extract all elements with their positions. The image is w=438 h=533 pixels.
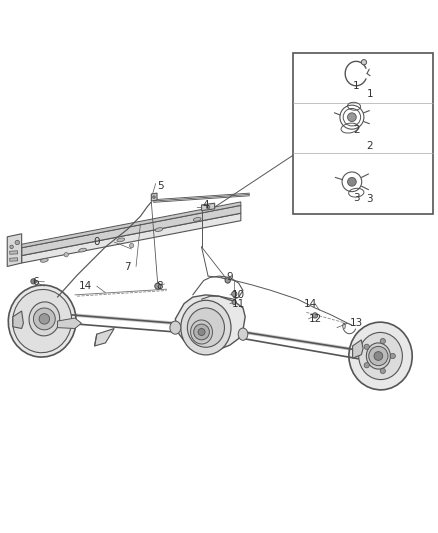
Text: 3: 3 [366, 194, 373, 204]
Circle shape [364, 362, 369, 368]
Circle shape [312, 313, 318, 318]
Circle shape [198, 328, 205, 335]
Circle shape [232, 300, 237, 304]
Circle shape [380, 368, 385, 374]
Circle shape [10, 245, 13, 248]
Ellipse shape [117, 238, 125, 242]
Text: 10: 10 [232, 290, 245, 300]
Text: 2: 2 [353, 125, 360, 135]
Text: 12: 12 [308, 314, 321, 324]
Text: 4: 4 [203, 200, 209, 211]
Circle shape [369, 346, 388, 366]
Ellipse shape [359, 333, 403, 379]
Ellipse shape [155, 228, 163, 231]
Ellipse shape [187, 308, 224, 348]
Text: 1: 1 [366, 89, 373, 99]
Circle shape [33, 308, 55, 330]
Text: 1: 1 [353, 82, 360, 92]
Text: 5: 5 [157, 181, 163, 191]
Text: 13: 13 [350, 318, 363, 328]
Text: 11: 11 [232, 298, 245, 309]
Ellipse shape [349, 322, 412, 390]
Circle shape [15, 240, 19, 245]
Circle shape [232, 292, 237, 297]
Polygon shape [95, 328, 114, 346]
Polygon shape [21, 205, 241, 256]
Ellipse shape [238, 328, 248, 340]
Circle shape [206, 205, 210, 209]
Circle shape [364, 344, 369, 350]
Circle shape [130, 244, 134, 248]
Text: 14: 14 [79, 281, 92, 291]
Ellipse shape [40, 259, 48, 262]
Circle shape [374, 352, 383, 360]
Polygon shape [57, 318, 81, 328]
Text: 6: 6 [32, 277, 39, 287]
Bar [293, 53, 433, 214]
Ellipse shape [366, 343, 390, 369]
Polygon shape [175, 295, 245, 350]
Circle shape [152, 196, 155, 198]
Ellipse shape [193, 217, 201, 221]
Circle shape [31, 279, 36, 284]
Circle shape [347, 113, 356, 122]
Text: 7: 7 [124, 262, 131, 271]
Circle shape [64, 253, 68, 257]
Ellipse shape [8, 285, 76, 357]
Polygon shape [21, 213, 241, 263]
Polygon shape [7, 234, 21, 266]
Polygon shape [13, 311, 23, 328]
Circle shape [39, 313, 49, 324]
Text: 8: 8 [157, 281, 163, 291]
Bar [10, 258, 18, 261]
Text: 9: 9 [226, 272, 233, 282]
Circle shape [194, 324, 209, 340]
Polygon shape [151, 193, 157, 201]
Bar [10, 251, 18, 254]
Circle shape [361, 60, 367, 65]
Ellipse shape [191, 320, 212, 344]
Circle shape [380, 338, 385, 344]
Polygon shape [353, 340, 363, 358]
Ellipse shape [170, 321, 181, 334]
Text: 3: 3 [353, 193, 360, 203]
Circle shape [347, 177, 356, 186]
Ellipse shape [181, 300, 231, 355]
Circle shape [155, 283, 161, 289]
Circle shape [390, 353, 396, 359]
Polygon shape [21, 202, 241, 248]
Polygon shape [201, 203, 215, 211]
Text: 0: 0 [93, 237, 100, 247]
Ellipse shape [29, 302, 60, 336]
Text: 14: 14 [304, 298, 317, 309]
Ellipse shape [13, 289, 72, 353]
Circle shape [225, 278, 230, 283]
Ellipse shape [79, 248, 86, 252]
Text: 2: 2 [366, 141, 373, 151]
